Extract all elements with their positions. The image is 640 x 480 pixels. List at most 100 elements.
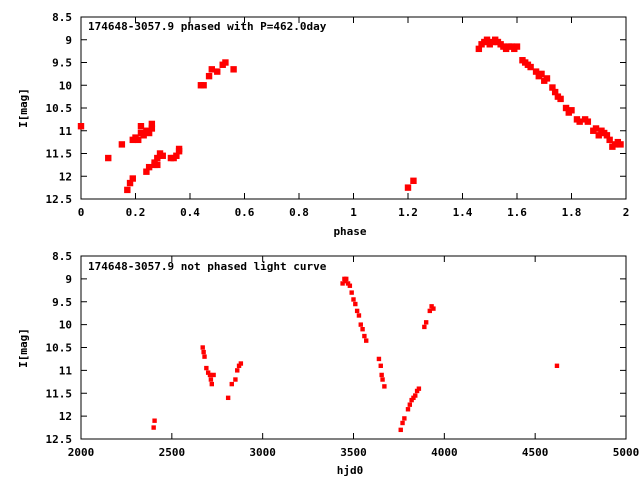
unphased-data-point — [358, 322, 363, 327]
unphased-x-ticks: 2000 2500 3000 3500 4000 4500 5000 — [68, 256, 640, 459]
phased-data-point — [135, 136, 142, 144]
unphased-y-tick-label: 10.5 — [46, 342, 73, 355]
unphased-y-tick-label: 9.5 — [52, 296, 72, 309]
unphased-data-point — [362, 333, 367, 339]
unphased-x-tick-label: 2500 — [159, 446, 186, 459]
phased-data-point — [410, 177, 417, 184]
phased-data-point — [532, 68, 540, 75]
phased-light-curve-panel: 0 0.2 0.4 0.6 0.8 1 1.2 1.4 1.6 1.8 2 8.5 9 9.5 10 10.… — [17, 11, 629, 238]
unphased-plot-title: 174648-3057.9 not phased light curve — [88, 260, 327, 273]
phased-y-tick-label: 11.5 — [46, 148, 73, 161]
unphased-data-point — [349, 290, 354, 295]
unphased-data-point — [351, 297, 356, 302]
phased-data-point — [200, 82, 207, 89]
phased-data-point — [105, 154, 112, 162]
phased-data-point — [77, 123, 85, 130]
unphased-data-point — [554, 363, 560, 368]
phased-data-point — [159, 152, 166, 159]
phased-data-point — [584, 118, 592, 125]
phased-data-point — [549, 84, 556, 91]
phased-data-point — [551, 88, 559, 96]
phased-y-tick-label: 8.5 — [52, 11, 72, 24]
unphased-data-point — [211, 372, 216, 378]
unphased-data-point — [378, 363, 383, 368]
phased-y-tick-label: 9.5 — [52, 57, 72, 70]
phased-data-point — [140, 132, 147, 139]
phased-data-point — [557, 95, 564, 103]
phased-data-point — [543, 75, 551, 82]
unphased-data-point — [400, 420, 405, 426]
unphased-data-point — [364, 338, 369, 343]
unphased-x-tick-label: 2000 — [68, 446, 95, 459]
unphased-data-point — [209, 381, 214, 387]
phased-x-tick-label: 1.8 — [562, 206, 582, 219]
unphased-data-point — [340, 281, 345, 286]
phased-data-point — [214, 68, 221, 75]
phased-x-tick-label: 0.8 — [289, 206, 309, 219]
unphased-data-point — [431, 306, 436, 311]
unphased-data-point — [429, 304, 434, 309]
phased-data-point — [568, 107, 575, 114]
unphased-data-point — [344, 276, 349, 282]
phased-data-point — [148, 120, 156, 128]
unphased-y-tick-label: 11.5 — [46, 387, 73, 400]
unphased-y-tick-label: 8.5 — [52, 250, 72, 263]
unphased-y-axis-label: I[mag] — [17, 328, 30, 368]
phased-y-tick-label: 10 — [59, 79, 72, 92]
unphased-data-point — [423, 320, 429, 325]
unphased-x-tick-label: 4500 — [522, 446, 549, 459]
unphased-data-point — [151, 425, 156, 430]
unphased-y-tick-label: 11 — [59, 364, 73, 377]
phased-x-tick-label: 0.6 — [235, 206, 255, 219]
unphased-y-ticks: 8.5 9 9.5 10 10.5 11 11.5 12 12.5 — [46, 250, 626, 446]
phased-y-tick-label: 10.5 — [46, 102, 73, 115]
phased-data-point — [154, 154, 161, 162]
phased-data-point — [483, 36, 491, 43]
phased-x-tick-label: 1 — [350, 206, 357, 219]
unphased-data-point — [402, 416, 407, 421]
phased-data-point — [617, 141, 624, 148]
phased-x-ticks: 0 0.2 0.4 0.6 0.8 1 1.2 1.4 1.6 1.8 2 — [78, 17, 629, 219]
unphased-data-point — [207, 372, 213, 378]
phased-x-tick-label: 0 — [78, 206, 85, 219]
unphased-data-point — [202, 354, 207, 359]
phased-x-tick-label: 0.4 — [180, 206, 200, 219]
unphased-data-point — [233, 377, 238, 382]
phased-data-point — [603, 132, 611, 139]
unphased-y-tick-label: 9 — [65, 273, 72, 286]
phased-plot-frame — [80, 16, 627, 200]
phased-data-point — [205, 72, 213, 80]
phased-data-point — [208, 66, 215, 73]
unphased-data-points — [151, 276, 560, 433]
unphased-data-point — [208, 377, 214, 382]
unphased-x-axis-label: hjd0 — [337, 464, 364, 477]
unphased-data-point — [345, 281, 351, 286]
unphased-data-point — [347, 283, 353, 288]
phased-y-tick-label: 12 — [59, 170, 72, 183]
phased-data-point — [513, 43, 521, 50]
unphased-x-tick-label: 5000 — [613, 446, 640, 459]
phased-x-tick-label: 1.6 — [507, 206, 527, 219]
unphased-data-point — [353, 301, 358, 307]
unphased-data-point — [376, 356, 382, 362]
phased-data-point — [404, 184, 412, 191]
unphased-y-tick-label: 10 — [59, 319, 72, 332]
phased-x-axis-label: phase — [333, 225, 366, 238]
unphased-data-point — [152, 418, 157, 423]
phased-data-point — [154, 161, 161, 169]
unphased-data-point — [411, 395, 416, 401]
phased-x-tick-label: 0.2 — [126, 206, 146, 219]
unphased-data-point — [205, 370, 211, 375]
phased-data-point — [562, 104, 570, 112]
unphased-data-point — [414, 388, 420, 394]
unphased-light-curve-panel: 2000 2500 3000 3500 4000 4500 5000 8.5 9 9.5 10 10… — [17, 250, 639, 477]
unphased-data-point — [407, 402, 413, 407]
unphased-data-point — [201, 349, 206, 355]
unphased-data-point — [380, 377, 385, 382]
phased-data-point — [595, 132, 602, 139]
unphased-data-point — [235, 368, 240, 373]
unphased-data-point — [409, 397, 414, 403]
unphased-x-tick-label: 3000 — [249, 446, 276, 459]
unphased-data-point — [229, 381, 234, 387]
unphased-y-tick-label: 12 — [59, 410, 72, 423]
